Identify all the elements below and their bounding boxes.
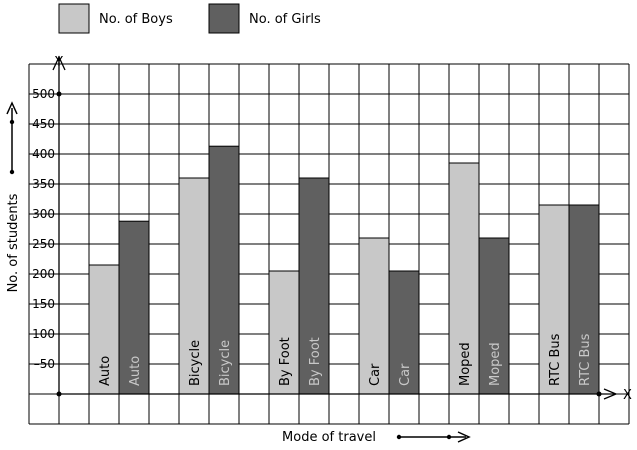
bar-category-label: RTC Bus [548,333,563,386]
bar [478,237,510,395]
y-tick-label: 350 [32,177,55,191]
bar [388,270,420,395]
bar [448,162,480,395]
legend-label: No. of Girls [249,12,321,27]
bar-category-label: By Foot [308,337,323,386]
bar-category-label: By Foot [278,337,293,386]
origin-dot [56,391,62,397]
legend: No. of Boys No. of Girls [58,3,321,34]
x-direction-dot [446,434,452,440]
y-tick-label: 300 [32,207,55,221]
bar-category-label: Moped [488,342,503,386]
x-direction-dot [396,434,402,440]
legend-swatch [208,3,240,34]
legend-label: No. of Boys [99,12,173,27]
bar-category-label: Auto [98,356,113,386]
y-tick-label: 150 [32,297,55,311]
y-axis-letter: Y [54,55,63,70]
x-axis-end-dot [596,391,602,397]
bar-category-label: Moped [458,342,473,386]
y-direction-dot [9,169,15,175]
y-tick-label: 100 [32,327,55,341]
axes: –50 100 150 200 250 300 350 400 450 500 [6,55,618,443]
bar [88,264,120,395]
bar [268,270,300,395]
bar [538,204,570,395]
y-tick-label: 200 [32,267,55,281]
y-direction-arrowhead [6,101,18,115]
bar-category-label: RTC Bus [578,333,593,386]
legend-swatch [58,3,90,34]
y-tick-label: 400 [32,147,55,161]
x-axis-letter: X [623,388,632,403]
y-tick-label: 450 [32,117,55,131]
y-tick-label: 500 [32,87,55,101]
y-direction-dot [9,119,15,125]
y-tick-label: 250 [32,237,55,251]
bar [298,177,330,395]
bars: Auto Auto Bicycle Bicycle By Foot By Foot Car C… [88,145,600,395]
x-direction-arrowhead [457,431,471,443]
y-axis-end-dot [56,91,62,97]
bar-category-label: Bicycle [218,340,233,386]
x-axis-arrow [603,388,618,400]
bar-category-label: Auto [128,356,143,386]
bar-category-label: Car [398,363,413,386]
bar [568,204,600,395]
bar-category-label: Car [368,363,383,386]
x-axis-title: Mode of travel [282,430,376,445]
y-axis-arrow [52,55,66,71]
bar [208,145,240,395]
y-tick-label: –50 [34,357,55,371]
y-axis-title: No. of students [6,193,21,292]
bar-category-label: Bicycle [188,340,203,386]
bar [118,220,150,395]
